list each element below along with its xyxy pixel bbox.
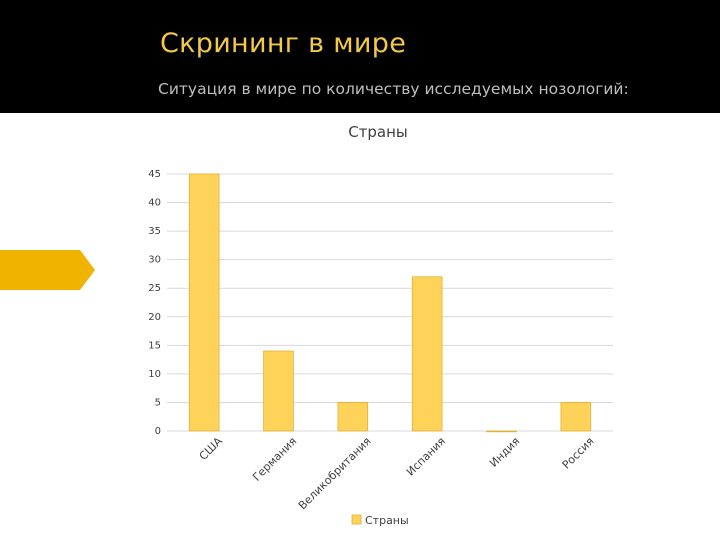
y-tick-label: 25 bbox=[148, 283, 161, 294]
x-category-label: Германия bbox=[250, 435, 299, 484]
bar bbox=[560, 402, 592, 432]
bar bbox=[263, 350, 294, 432]
y-tick-label: 20 bbox=[148, 312, 161, 323]
accent-arrow-shape bbox=[0, 250, 95, 290]
y-tick-label: 45 bbox=[148, 169, 161, 180]
x-category-label: Россия bbox=[560, 435, 597, 472]
legend: Страны bbox=[351, 514, 409, 527]
chart-title: Страны bbox=[348, 123, 408, 141]
bar bbox=[486, 430, 517, 433]
slide-title: Скрининг в мире bbox=[160, 28, 407, 59]
y-tick-label: 5 bbox=[155, 397, 161, 408]
y-tick-label: 35 bbox=[148, 226, 161, 237]
y-axis-ticks: 0 5 10 15 20 25 30 35 40 45 bbox=[148, 169, 161, 437]
legend-swatch bbox=[351, 514, 362, 525]
x-category-label: США bbox=[197, 434, 226, 463]
bar bbox=[411, 276, 443, 432]
legend-label: Страны bbox=[365, 514, 409, 527]
y-tick-label: 0 bbox=[155, 426, 161, 437]
x-category-label: Индия bbox=[487, 435, 522, 470]
bars bbox=[188, 173, 592, 433]
y-tick-label: 30 bbox=[148, 255, 161, 266]
slide-header: Скрининг в мире Ситуация в мире по колич… bbox=[0, 0, 720, 113]
slide-subtitle: Ситуация в мире по количеству исследуемы… bbox=[158, 80, 629, 98]
bar bbox=[188, 173, 220, 432]
y-tick-label: 40 bbox=[148, 198, 161, 209]
y-tick-label: 10 bbox=[148, 369, 161, 380]
gridlines bbox=[167, 173, 613, 432]
y-tick-label: 15 bbox=[148, 340, 161, 351]
x-category-label: Великобритания bbox=[296, 435, 374, 513]
bar bbox=[337, 402, 369, 432]
x-category-label: Испания bbox=[404, 435, 448, 479]
